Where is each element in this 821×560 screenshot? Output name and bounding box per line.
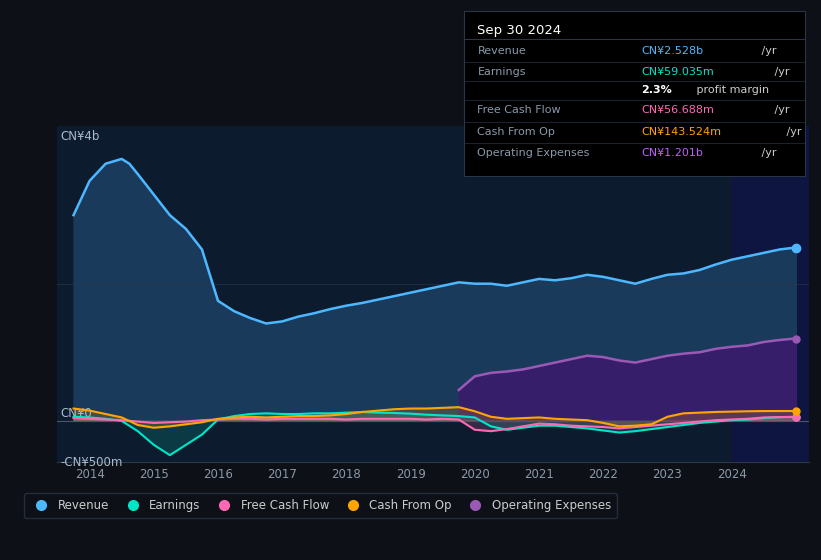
Text: Revenue: Revenue (478, 46, 526, 56)
Text: CN¥59.035m: CN¥59.035m (641, 67, 713, 77)
Text: profit margin: profit margin (693, 86, 769, 96)
Legend: Revenue, Earnings, Free Cash Flow, Cash From Op, Operating Expenses: Revenue, Earnings, Free Cash Flow, Cash … (24, 493, 617, 518)
Text: CN¥2.528b: CN¥2.528b (641, 46, 703, 56)
Text: /yr: /yr (758, 148, 776, 158)
Text: Operating Expenses: Operating Expenses (478, 148, 589, 158)
Text: Cash From Op: Cash From Op (478, 127, 555, 137)
Text: /yr: /yr (770, 105, 789, 115)
Text: CN¥1.201b: CN¥1.201b (641, 148, 703, 158)
Text: Free Cash Flow: Free Cash Flow (478, 105, 561, 115)
Text: CN¥0: CN¥0 (61, 407, 93, 420)
Text: CN¥4b: CN¥4b (61, 130, 100, 143)
Text: /yr: /yr (783, 127, 802, 137)
Text: Earnings: Earnings (478, 67, 526, 77)
Text: 2.3%: 2.3% (641, 86, 672, 96)
Text: CN¥56.688m: CN¥56.688m (641, 105, 714, 115)
Text: /yr: /yr (758, 46, 776, 56)
Text: CN¥143.524m: CN¥143.524m (641, 127, 721, 137)
Bar (732, 126, 809, 462)
Text: /yr: /yr (770, 67, 789, 77)
Text: -CN¥500m: -CN¥500m (61, 456, 123, 469)
Text: Sep 30 2024: Sep 30 2024 (478, 25, 562, 38)
